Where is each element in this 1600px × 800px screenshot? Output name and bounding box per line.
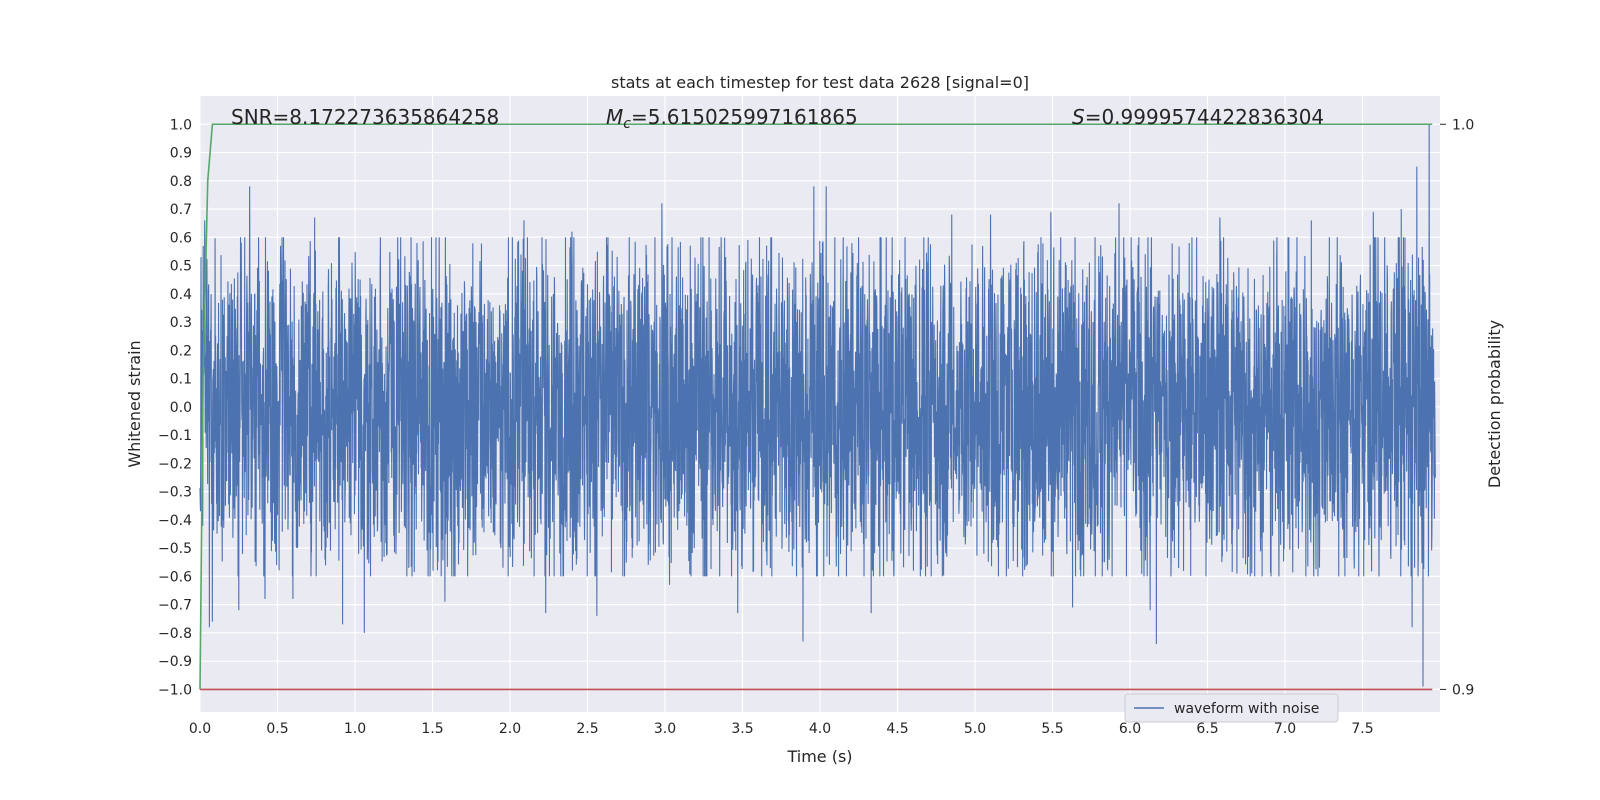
mc-value: =5.615025997161865 (631, 105, 858, 129)
x-tick-label: 0.0 (189, 721, 211, 737)
legend-label: waveform with noise (1174, 701, 1319, 717)
y-tick-label: −1.0 (158, 682, 192, 698)
y-tick-label: −0.8 (158, 626, 192, 642)
x-tick-label: 6.5 (1196, 721, 1218, 737)
y2-tick-label: 0.9 (1452, 682, 1474, 698)
y-tick-label: −0.5 (158, 541, 192, 557)
x-axis: 0.0 0.5 1.0 1.5 2.0 2.5 3.0 3.5 4.0 4.5 5.0 5.5 6.0 6… (189, 721, 1374, 737)
y2-tick-label: 1.0 (1452, 117, 1474, 133)
legend-box (1124, 693, 1339, 723)
y2-axis-label: Detection probability (1485, 320, 1504, 488)
legend: waveform with noise (1124, 693, 1339, 723)
y-tick-label: 0.9 (170, 146, 192, 162)
y-tick-label: 0.7 (170, 202, 192, 218)
y2-axis: 1.0 0.9 (1440, 117, 1474, 698)
x-tick-label: 4.0 (809, 721, 831, 737)
x-tick-label: 5.5 (1041, 721, 1063, 737)
series-waveform-with-noise (199, 124, 1436, 687)
y-tick-label: 0.8 (170, 174, 192, 190)
y-tick-label: −0.3 (158, 485, 192, 501)
y-tick-label: 0.4 (170, 287, 192, 303)
x-tick-label: 2.5 (576, 721, 598, 737)
chart-title: stats at each timestep for test data 262… (611, 73, 1029, 92)
y-tick-label: −0.7 (158, 598, 192, 614)
x-tick-label: 3.0 (654, 721, 676, 737)
y-tick-label: −0.4 (158, 513, 192, 529)
y-tick-label: 0.1 (170, 372, 192, 388)
y-tick-label: 0.6 (170, 230, 192, 246)
y-tick-label: −0.6 (158, 569, 192, 585)
x-tick-label: 3.5 (731, 721, 753, 737)
mc-annotation: Mc=5.615025997161865 (606, 105, 858, 132)
y-axis: 1.0 0.9 0.8 0.7 0.6 0.5 0.4 0.3 0.2 0.1 0.0 −0.1 −0.… (158, 117, 192, 698)
y-tick-label: 1.0 (170, 117, 192, 133)
series-layer (199, 123, 1436, 691)
y-tick-label: −0.2 (158, 456, 192, 472)
x-tick-label: 4.5 (886, 721, 908, 737)
y-tick-label: 0.3 (170, 315, 192, 331)
y-axis-label: Whitened strain (125, 340, 144, 467)
y-tick-label: −0.1 (158, 428, 192, 444)
x-tick-label: 0.5 (266, 721, 288, 737)
y-tick-label: 0.2 (170, 343, 192, 359)
x-tick-label: 7.0 (1274, 721, 1296, 737)
snr-annotation: SNR=8.172273635864258 (231, 105, 499, 129)
x-tick-label: 1.0 (344, 721, 366, 737)
y-tick-label: 0.5 (170, 259, 192, 275)
x-tick-label: 7.5 (1351, 721, 1373, 737)
x-tick-label: 1.5 (421, 721, 443, 737)
x-tick-label: 6.0 (1119, 721, 1141, 737)
mc-subscript: c (623, 116, 631, 132)
y-tick-label: −0.9 (158, 654, 192, 670)
s-value: =0.9999574422836304 (1085, 105, 1324, 129)
x-tick-label: 5.0 (964, 721, 986, 737)
y-tick-label: 0.0 (170, 400, 192, 416)
x-axis-label: Time (s) (786, 747, 852, 766)
x-tick-label: 2.0 (499, 721, 521, 737)
s-annotation: S=0.9999574422836304 (1072, 105, 1324, 129)
mc-symbol: M (606, 105, 623, 129)
series-detection-probability (199, 123, 1433, 690)
s-symbol: S (1072, 105, 1085, 129)
